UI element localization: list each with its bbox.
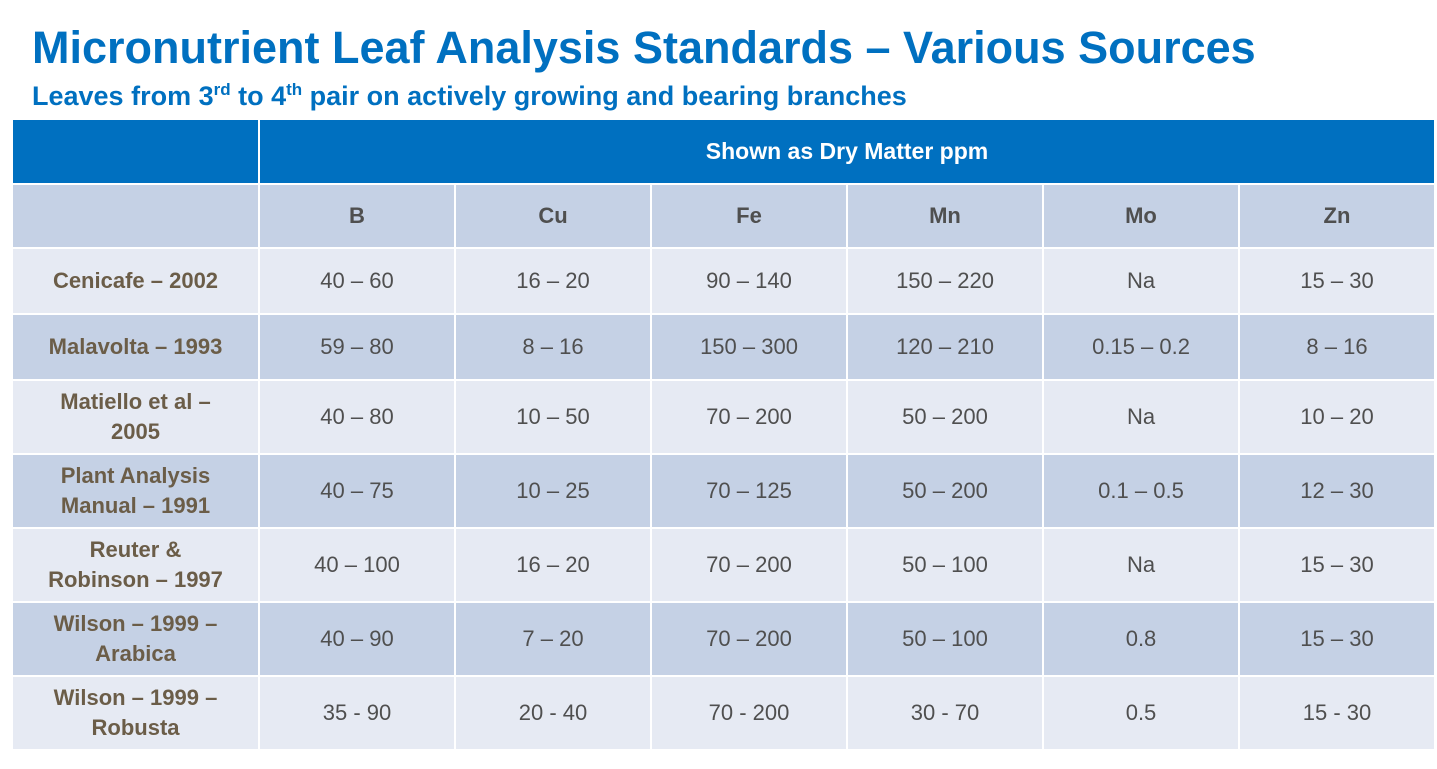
cell-b: 35 - 90	[258, 675, 456, 751]
table-row: Malavolta – 1993 59 – 80 8 – 16 150 – 30…	[11, 313, 1436, 381]
column-header-mo: Mo	[1042, 183, 1240, 249]
row-source: Wilson – 1999 – Robusta	[11, 675, 260, 751]
row-source-line: 2005	[111, 419, 160, 444]
row-source-line: Cenicafe – 2002	[52, 268, 219, 293]
cell-cu: 10 – 25	[454, 453, 652, 529]
row-source-line: Malavolta – 1993	[48, 334, 223, 359]
cell-b: 40 – 90	[258, 601, 456, 677]
column-header-blank	[11, 183, 260, 249]
table-row: Wilson – 1999 – Robusta 35 - 90 20 - 40 7…	[11, 675, 1436, 751]
cell-b: 40 – 80	[258, 379, 456, 455]
cell-zn: 15 - 30	[1238, 675, 1436, 751]
cell-mn: 50 – 200	[846, 453, 1044, 529]
cell-mn: 150 – 220	[846, 247, 1044, 315]
column-header-zn: Zn	[1238, 183, 1436, 249]
cell-b: 59 – 80	[258, 313, 456, 381]
cell-fe: 150 – 300	[650, 313, 848, 381]
row-source-line: Robusta	[91, 715, 180, 740]
cell-mo: 0.5	[1042, 675, 1240, 751]
group-header: Shown as Dry Matter ppm	[258, 118, 1436, 185]
subtitle-text-2: to 4	[230, 81, 287, 111]
cell-b: 40 – 100	[258, 527, 456, 603]
cell-cu: 20 - 40	[454, 675, 652, 751]
subtitle-text-1: Leaves from 3	[32, 81, 214, 111]
row-source: Matiello et al – 2005	[11, 379, 260, 455]
cell-cu: 16 – 20	[454, 527, 652, 603]
row-source: Wilson – 1999 – Arabica	[11, 601, 260, 677]
subtitle-sup-rd: rd	[213, 80, 231, 99]
cell-mo: 0.1 – 0.5	[1042, 453, 1240, 529]
cell-mo: 0.15 – 0.2	[1042, 313, 1240, 381]
cell-mo: Na	[1042, 527, 1240, 603]
row-source: Reuter & Robinson – 1997	[11, 527, 260, 603]
cell-mo: Na	[1042, 247, 1240, 315]
column-header-row: B Cu Fe Mn Mo Zn	[11, 183, 1436, 249]
cell-b: 40 – 75	[258, 453, 456, 529]
column-header-cu: Cu	[454, 183, 652, 249]
column-header-b: B	[258, 183, 456, 249]
row-source: Cenicafe – 2002	[11, 247, 260, 315]
cell-zn: 15 – 30	[1238, 601, 1436, 677]
cell-cu: 10 – 50	[454, 379, 652, 455]
column-header-fe: Fe	[650, 183, 848, 249]
row-source: Plant Analysis Manual – 1991	[11, 453, 260, 529]
cell-zn: 12 – 30	[1238, 453, 1436, 529]
row-source-line: Robinson – 1997	[48, 567, 223, 592]
page-title: Micronutrient Leaf Analysis Standards – …	[32, 22, 1256, 73]
cell-fe: 70 – 200	[650, 601, 848, 677]
cell-fe: 70 – 200	[650, 379, 848, 455]
cell-fe: 70 – 125	[650, 453, 848, 529]
table-row: Reuter & Robinson – 1997 40 – 100 16 – 20…	[11, 527, 1436, 603]
row-source-line: Manual – 1991	[60, 493, 211, 518]
table-row: Wilson – 1999 – Arabica 40 – 90 7 – 20 70…	[11, 601, 1436, 677]
cell-b: 40 – 60	[258, 247, 456, 315]
cell-zn: 10 – 20	[1238, 379, 1436, 455]
standards-table: Shown as Dry Matter ppm B Cu Fe Mn Mo Zn…	[11, 118, 1436, 751]
page-subtitle: Leaves from 3rd to 4th pair on actively …	[32, 76, 907, 116]
cell-cu: 16 – 20	[454, 247, 652, 315]
row-source: Malavolta – 1993	[11, 313, 260, 381]
cell-fe: 70 – 200	[650, 527, 848, 603]
group-header-row: Shown as Dry Matter ppm	[11, 118, 1436, 185]
subtitle-sup-th: th	[286, 80, 303, 99]
table-row: Cenicafe – 2002 40 – 60 16 – 20 90 – 140…	[11, 247, 1436, 315]
row-source-line: Matiello et al –	[60, 389, 211, 414]
table-row: Plant Analysis Manual – 1991 40 – 75 10 –…	[11, 453, 1436, 529]
subtitle-text-3: pair on actively growing and bearing bra…	[302, 81, 907, 111]
row-source-line: Wilson – 1999 –	[53, 685, 218, 710]
cell-cu: 7 – 20	[454, 601, 652, 677]
cell-zn: 15 – 30	[1238, 527, 1436, 603]
cell-cu: 8 – 16	[454, 313, 652, 381]
row-source-line: Wilson – 1999 –	[53, 611, 218, 636]
cell-mn: 120 – 210	[846, 313, 1044, 381]
group-header-blank	[11, 118, 260, 185]
cell-mn: 50 – 100	[846, 527, 1044, 603]
cell-mn: 50 – 200	[846, 379, 1044, 455]
cell-mo: Na	[1042, 379, 1240, 455]
column-header-mn: Mn	[846, 183, 1044, 249]
row-source-line: Plant Analysis	[60, 463, 211, 488]
row-source-line: Reuter &	[89, 537, 182, 562]
cell-fe: 70 - 200	[650, 675, 848, 751]
cell-mn: 50 – 100	[846, 601, 1044, 677]
cell-zn: 8 – 16	[1238, 313, 1436, 381]
cell-mn: 30 - 70	[846, 675, 1044, 751]
table-row: Matiello et al – 2005 40 – 80 10 – 50 70 …	[11, 379, 1436, 455]
cell-fe: 90 – 140	[650, 247, 848, 315]
cell-mo: 0.8	[1042, 601, 1240, 677]
row-source-line: Arabica	[95, 641, 176, 666]
cell-zn: 15 – 30	[1238, 247, 1436, 315]
